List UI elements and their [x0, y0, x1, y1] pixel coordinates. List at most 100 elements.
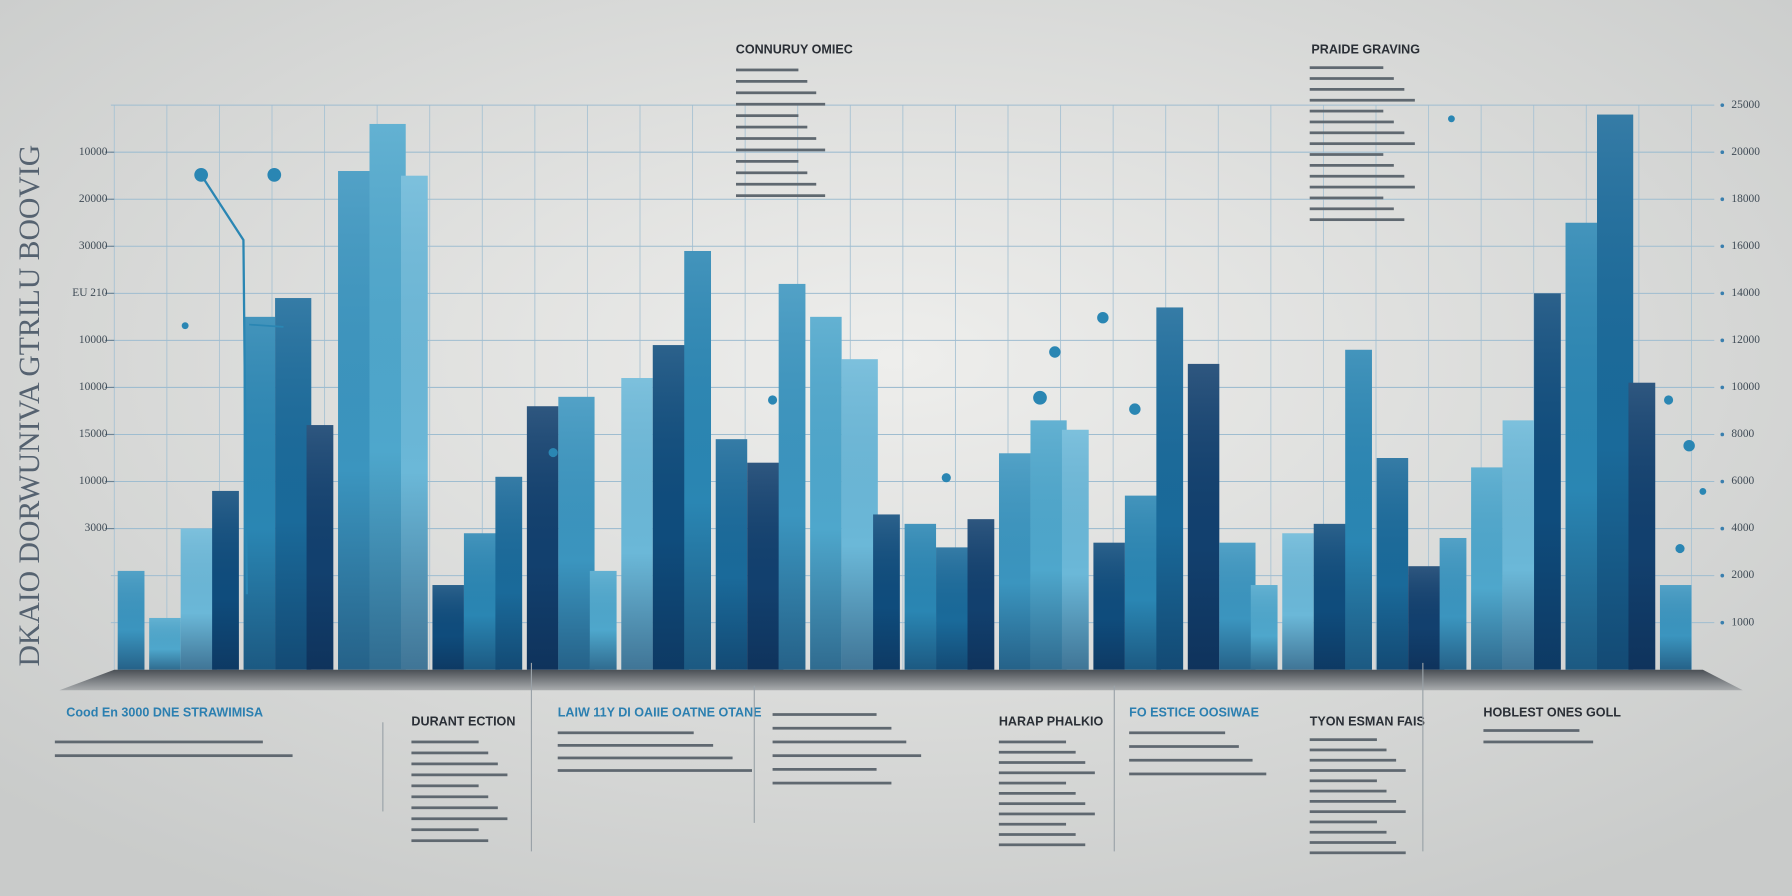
- text-line: [1309, 66, 1384, 70]
- dot: [1664, 395, 1674, 405]
- text-line: [998, 822, 1067, 826]
- text-blocks: [54, 66, 1594, 855]
- text-line: [998, 802, 1086, 806]
- bar-shade: [1628, 382, 1656, 670]
- y2-tick-label: 8000: [1731, 428, 1754, 440]
- text-line: [1309, 164, 1394, 167]
- bar-shade: [873, 514, 900, 670]
- bar-shade: [1313, 523, 1350, 670]
- bar-shade: [495, 476, 523, 670]
- bar-shade: [1597, 114, 1634, 670]
- text-line: [1309, 218, 1405, 222]
- text-line: [1309, 196, 1384, 200]
- y2-tick-label: 6000: [1731, 475, 1754, 487]
- text-line: [736, 114, 799, 118]
- dot: [1699, 488, 1707, 495]
- text-line: [998, 812, 1095, 816]
- bar-shade: [936, 547, 973, 670]
- dot: [941, 473, 951, 483]
- chart-subtitle: PRAIDE GRAVING: [1311, 43, 1420, 57]
- bar-shade: [463, 533, 501, 670]
- text-line: [1309, 207, 1394, 211]
- y-tick-label: 30000: [79, 240, 108, 252]
- text-line: [736, 171, 808, 175]
- text-line: [1309, 174, 1405, 178]
- bar-shade: [149, 617, 181, 670]
- y2-tick-label: 1000: [1731, 616, 1754, 628]
- bar-shade: [1502, 420, 1539, 670]
- text-line: [1309, 769, 1406, 772]
- y2-tick-label: 4000: [1731, 522, 1754, 534]
- annotation: HARAP PHALKIO: [999, 715, 1104, 729]
- text-line: [54, 740, 263, 744]
- text-line: [1309, 120, 1394, 124]
- text-line: [772, 754, 922, 758]
- text-line: [772, 740, 907, 744]
- bar-shade: [338, 171, 370, 670]
- bar-shade: [1659, 585, 1692, 670]
- text-line: [1309, 77, 1394, 80]
- bar-shade: [526, 406, 559, 670]
- bar-shade: [621, 378, 653, 670]
- bar-shade: [778, 283, 806, 670]
- bar-shade: [1439, 537, 1467, 670]
- tick-dot: [1720, 620, 1725, 625]
- dot: [768, 395, 778, 405]
- text-line: [1483, 740, 1594, 744]
- y2-tick-label: 25000: [1731, 99, 1760, 111]
- text-line: [998, 761, 1086, 764]
- text-line: [1309, 841, 1397, 844]
- bar-shade: [1345, 349, 1372, 670]
- tick-dot: [1720, 197, 1725, 202]
- y-tick-label: 10000: [79, 146, 108, 158]
- y-tick-label: 10000: [79, 475, 108, 487]
- y2-tick-label: 14000: [1731, 287, 1760, 299]
- text-line: [1309, 131, 1405, 135]
- bar-shade: [1187, 363, 1220, 670]
- text-line: [772, 781, 892, 785]
- text-line: [1309, 789, 1387, 793]
- annotation: LAIW 11Y DI OAIIE OATNE OTANE: [558, 705, 762, 719]
- text-line: [1309, 830, 1387, 834]
- bar-shade: [275, 298, 312, 670]
- text-line: [772, 768, 877, 771]
- bars: [117, 114, 1692, 670]
- y2-tick-label: 20000: [1731, 146, 1760, 158]
- tick-dot: [1720, 385, 1725, 390]
- y-tick-label: 10000: [79, 334, 108, 346]
- bar-shade: [212, 490, 239, 670]
- tick-dot: [1720, 244, 1725, 249]
- dot: [1129, 403, 1141, 415]
- dot: [1675, 544, 1685, 554]
- text-line: [736, 182, 817, 186]
- bar-shade: [904, 523, 937, 670]
- floor: [59, 669, 1743, 691]
- bar-shade: [1250, 585, 1278, 670]
- bar-shade: [1376, 458, 1409, 670]
- text-line: [736, 80, 808, 83]
- text-line: [1309, 88, 1405, 91]
- text-line: [1309, 142, 1415, 146]
- annotation: Cood En 3000 DNE STRAWIMISA: [66, 705, 263, 719]
- text-line: [1129, 745, 1239, 748]
- text-line: [1309, 748, 1387, 752]
- bar-shade: [400, 175, 428, 670]
- text-line: [411, 762, 498, 766]
- dot: [181, 322, 189, 330]
- text-line: [1483, 729, 1580, 732]
- text-line: [998, 771, 1095, 775]
- text-line: [1309, 758, 1397, 762]
- bar-shade: [558, 396, 595, 670]
- bar-shade: [1124, 495, 1162, 670]
- y2-tick-label: 12000: [1731, 334, 1760, 346]
- text-line: [772, 726, 892, 730]
- text-line: [411, 784, 479, 788]
- pointer-line: [249, 323, 284, 328]
- tick-dot: [1720, 338, 1725, 343]
- tick-dot: [1720, 150, 1725, 155]
- tick-dot: [1720, 526, 1725, 531]
- bar-shade: [180, 528, 217, 670]
- bar-shade: [1408, 566, 1445, 670]
- bar-shade: [1219, 542, 1256, 670]
